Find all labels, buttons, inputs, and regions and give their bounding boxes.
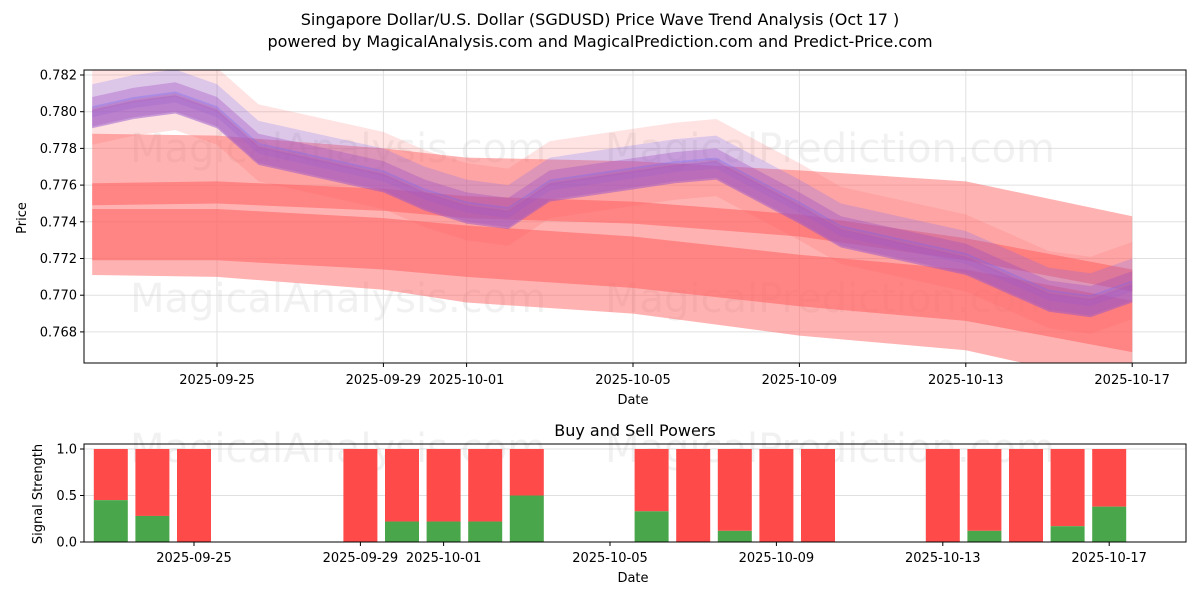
buy-bar <box>717 530 752 542</box>
y-tick-label: 0.5 <box>56 489 77 504</box>
sell-bar <box>426 449 461 522</box>
x-tick-label: 2025-10-13 <box>905 551 981 566</box>
price-x-ticks: 2025-09-25 2025-09-29 2025-10-01 2025-10-05… <box>179 363 1170 388</box>
red-trend-band <box>92 209 1133 353</box>
buy-bar <box>135 515 170 542</box>
signal-bars <box>93 449 1127 542</box>
sell-bar <box>93 449 128 501</box>
buy-bar <box>1050 526 1085 542</box>
sell-bar <box>717 449 752 531</box>
x-tick-label: 2025-10-09 <box>739 551 815 566</box>
buy-bar <box>1092 506 1127 542</box>
y-tick-label: 0.768 <box>40 325 77 340</box>
x-tick-label: 2025-10-17 <box>1071 551 1147 566</box>
red-trend-band <box>92 181 1133 292</box>
buy-bar <box>967 530 1002 542</box>
y-tick-label: 0.782 <box>40 69 77 84</box>
price-wave-band <box>92 91 1133 318</box>
signal-x-ticks: 2025-09-25 2025-09-29 2025-10-01 2025-10-05… <box>156 542 1147 566</box>
y-tick-label: 0.780 <box>40 105 77 120</box>
sell-bar <box>967 449 1002 531</box>
y-tick-label: 0.774 <box>40 215 77 230</box>
sell-bar <box>1050 449 1085 527</box>
y-tick-label: 1.0 <box>56 443 77 458</box>
x-tick-label: 2025-10-17 <box>1094 373 1170 388</box>
price-wave-band <box>92 95 1133 318</box>
buy-bar <box>93 500 128 542</box>
price-axes-frame <box>83 69 1187 364</box>
x-tick-label: 2025-09-29 <box>346 373 422 388</box>
buy-bar <box>385 521 419 542</box>
sell-bar <box>468 449 503 522</box>
price-y-ticks: 0.768 0.770 0.772 0.774 0.776 0.778 0.780 0.782 <box>40 69 84 340</box>
sell-bar <box>801 449 835 542</box>
x-tick-label: 2025-09-29 <box>323 551 399 566</box>
x-tick-label: 2025-10-13 <box>928 373 1004 388</box>
y-tick-label: 0.0 <box>56 536 77 551</box>
x-tick-label: 2025-09-25 <box>156 551 232 566</box>
buy-bar <box>634 511 669 542</box>
buy-sell-title: Buy and Sell Powers <box>554 421 716 440</box>
x-tick-label: 2025-09-25 <box>179 373 255 388</box>
price-wave-band <box>92 70 1133 307</box>
x-tick-label: 2025-10-09 <box>762 373 838 388</box>
sell-bar <box>509 449 544 496</box>
sell-bar <box>177 449 211 542</box>
price-chart: MagicalAnalysis.com MagicalPrediction.co… <box>15 69 1187 408</box>
y-tick-label: 0.772 <box>40 252 77 267</box>
x-tick-label: 2025-10-05 <box>595 373 671 388</box>
y-tick-label: 0.778 <box>40 142 77 157</box>
buy-bar <box>426 521 461 542</box>
price-wave-band <box>92 93 1133 334</box>
sell-bar <box>385 449 419 522</box>
y-tick-label: 0.770 <box>40 289 77 304</box>
price-x-axis-label: Date <box>617 393 648 408</box>
sell-bar <box>925 449 960 542</box>
x-tick-label: 2025-10-01 <box>429 373 505 388</box>
sell-bar <box>759 449 794 542</box>
price-y-axis-label: Price <box>15 202 30 234</box>
buy-sell-chart: Buy and Sell Powers MagicalAnalysis.com … <box>31 421 1187 586</box>
sell-bar <box>1009 449 1043 542</box>
buy-bar <box>468 521 503 542</box>
x-tick-label: 2025-10-05 <box>572 551 648 566</box>
sell-bar <box>676 449 711 542</box>
signal-x-axis-label: Date <box>617 571 648 586</box>
chart-subtitle: powered by MagicalAnalysis.com and Magic… <box>267 32 933 51</box>
price-bands <box>92 70 1133 363</box>
sell-bar <box>634 449 669 512</box>
price-wave-band <box>92 82 1133 316</box>
sell-bar <box>343 449 378 542</box>
signal-axes-frame <box>83 443 1187 543</box>
signal-y-ticks: 0.0 0.5 1.0 <box>56 443 84 551</box>
y-tick-label: 0.776 <box>40 179 77 194</box>
chart-title: Singapore Dollar/U.S. Dollar (SGDUSD) Pr… <box>300 10 900 29</box>
buy-bar <box>509 495 544 542</box>
sell-bar <box>135 449 170 516</box>
x-tick-label: 2025-10-01 <box>406 551 482 566</box>
price-wave-band <box>92 70 1133 301</box>
sell-bar <box>1092 449 1127 507</box>
signal-y-axis-label: Signal Strength <box>31 444 46 544</box>
